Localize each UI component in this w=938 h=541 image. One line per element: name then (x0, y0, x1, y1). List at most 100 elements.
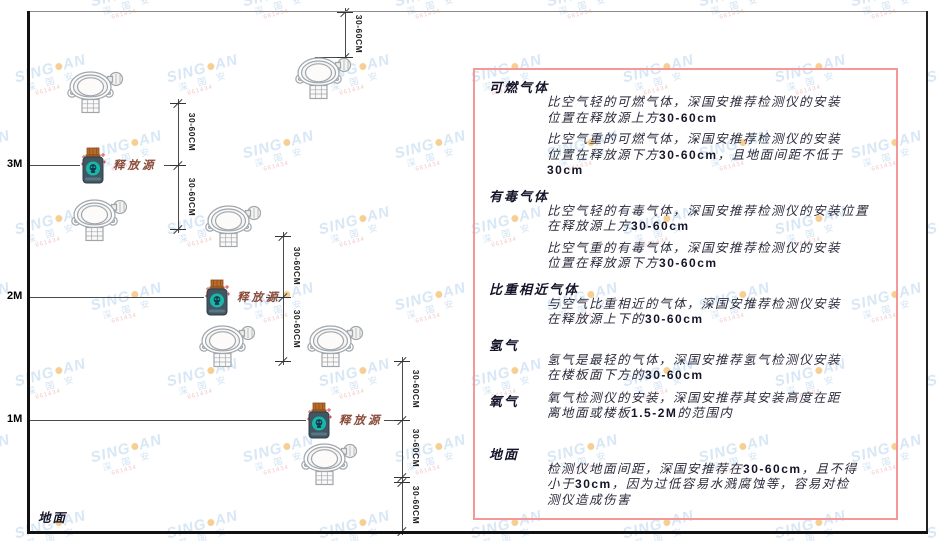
text-segment: ，且地面间距不低于 (717, 147, 844, 162)
panel-section: 有毒气体 比空气轻的有毒气体，深国安推荐检测仪的安装位置 在释放源上方30-60cm… (489, 186, 886, 272)
section-heading: 比重相近气体 (489, 281, 580, 297)
gas-detector-icon (301, 443, 358, 486)
text-segment: 比空气重的可燃气体，深国安推荐检测仪的安装 (547, 132, 842, 146)
text-line: 离地面或楼板1.5-2M的范围内 (547, 406, 886, 422)
text-segment: ，因为过低容易水溅腐蚀等，容易对检 (611, 477, 850, 491)
text-segment: 比空气轻的有毒气体，深国安推荐检测仪的安装位置 (547, 203, 870, 218)
measurement-value: 30-60cm (659, 147, 718, 162)
section-body: 检测仪地面间距，深国安推荐在30-60cm，且不得 小于30cm，因为过低容易水溅… (547, 444, 886, 509)
skull-icon (315, 419, 323, 426)
text-segment: 比空气轻的可燃气体，深国安推荐检测仪的安装 (547, 95, 842, 109)
text-line: 位置在释放源下方30-60cm (547, 256, 886, 272)
section-body: 氢气是最轻的气体，深国安推荐氢气检测仪安装 在楼板面下方的30-60cm (547, 335, 886, 384)
text-segment: 位置在释放源上方 (547, 110, 660, 125)
dimension-label: 30-60CM (187, 112, 197, 152)
panel-section: 地面检测仪地面间距，深国安推荐在30-60cm，且不得 小于30cm，因为过低容易… (489, 444, 886, 509)
panel-section: 比重相近气体 与空气比重相近的气体，深国安推荐检测仪安装 在释放源上下的30-60c… (489, 279, 886, 328)
dimension-label: 30-60CM (411, 485, 421, 525)
paragraph: 比空气重的可燃气体，深国安推荐检测仪的安装 位置在释放源下方30-60cm，且地面… (547, 132, 886, 179)
text-segment: 在楼板面下方的 (547, 368, 646, 382)
text-segment: 氢气是最轻的气体，深国安推荐氢气检测仪安装 (547, 352, 842, 367)
paragraph: 与空气比重相近的气体，深国安推荐检测仪安装 在释放源上下的30-60cm (547, 297, 886, 328)
text-line: 位置在释放源上方30-60cm (547, 111, 886, 127)
paragraph: 氧气检测仪的安装，深国安推荐其安装高度在距 离地面或楼板1.5-2M的范围内 (547, 391, 886, 422)
dimension-label: 30-60CM (292, 246, 302, 286)
level-line (30, 165, 80, 166)
text-line: 在释放源上方30-60cm (547, 219, 886, 235)
leader-line (315, 57, 345, 58)
text-line: 比空气轻的有毒气体，深国安推荐检测仪的安装位置 (547, 204, 886, 220)
gas-detector-icon (307, 325, 364, 368)
text-line: 氢气是最轻的气体，深国安推荐氢气检测仪安装 (547, 353, 886, 369)
gas-detector-icon (199, 325, 256, 368)
text-segment: 测仪造成伤害 (547, 492, 632, 507)
section-body: 与空气比重相近的气体，深国安推荐检测仪安装 在释放源上下的30-60cm (547, 279, 886, 328)
frame-bottom-ground (27, 531, 928, 534)
gas-detector-icon (205, 205, 262, 248)
paragraph: 比空气重的有毒气体，深国安推荐检测仪的安装 位置在释放源下方30-60cm (547, 241, 886, 272)
section-heading: 有毒气体 (489, 188, 550, 204)
text-line: 在释放源上下的30-60cm (547, 312, 886, 328)
paragraph: 氢气是最轻的气体，深国安推荐氢气检测仪安装 在楼板面下方的30-60cm (547, 353, 886, 384)
paragraph: 检测仪地面间距，深国安推荐在30-60cm，且不得 小于30cm，因为过低容易水溅… (547, 462, 886, 509)
measurement-value: 30-60cm (659, 256, 718, 270)
text-segment: 离地面或楼板 (547, 406, 632, 420)
gas-detector-icon (67, 71, 124, 114)
section-heading: 可燃气体 (489, 80, 550, 95)
gas-detector-icon (71, 199, 128, 242)
measurement-value: 1.5-2M (631, 406, 678, 420)
text-line: 小于30cm，因为过低容易水溅腐蚀等，容易对检 (547, 477, 886, 493)
panel-section: 氢气氢气是最轻的气体，深国安推荐氢气检测仪安装 在楼板面下方的30-60cm (489, 335, 886, 384)
release-source-label: 释放源 (113, 160, 157, 172)
axis-label-1m: 1M (7, 413, 23, 425)
release-source-icon (81, 147, 106, 184)
text-segment: 在释放源上下的 (547, 312, 646, 326)
section-heading: 氧气 (489, 393, 520, 409)
dimension-label: 30-60CM (411, 428, 421, 468)
text-line: 测仪造成伤害 (547, 493, 886, 509)
dimension-label: 30-60CM (411, 369, 421, 409)
axis-label-3m: 3M (7, 158, 23, 170)
measurement-value: 30-60cm (743, 461, 802, 476)
frame-left-wall (27, 11, 30, 534)
measurement-value: 30-60cm (645, 368, 704, 382)
gas-detector-icon (295, 57, 352, 100)
release-source-icon (205, 279, 230, 316)
section-heading: 氢气 (489, 337, 520, 353)
text-segment: ，且不得 (801, 461, 858, 476)
installation-notes-panel: 可燃气体 比空气轻的可燃气体，深国安推荐检测仪的安装 位置在释放源上方30-60cm… (473, 68, 898, 520)
section-heading: 地面 (489, 446, 520, 462)
measurement-value: 30cm (547, 163, 584, 177)
dimension-line (345, 8, 346, 61)
frame-right (926, 11, 928, 534)
text-line: 检测仪地面间距，深国安推荐在30-60cm，且不得 (547, 462, 886, 478)
text-line: 比空气重的可燃气体，深国安推荐检测仪的安装 (547, 132, 886, 148)
release-source-label: 释放源 (339, 415, 383, 427)
dimension-label: 30-60CM (354, 14, 364, 54)
measurement-value: 30-60cm (631, 219, 690, 233)
panel-section: 氧气 氧气检测仪的安装，深国安推荐其安装高度在距 离地面或楼板1.5-2M的范围内 (489, 391, 886, 422)
text-line: 氧气检测仪的安装，深国安推荐其安装高度在距 (547, 391, 886, 407)
text-segment: 检测仪地面间距，深国安推荐在 (547, 461, 744, 476)
text-line: 30cm (547, 163, 886, 179)
text-line: 在楼板面下方的30-60cm (547, 368, 886, 384)
text-line: 与空气比重相近的气体，深国安推荐检测仪安装 (547, 297, 886, 313)
skull-icon (213, 296, 221, 303)
release-source-label: 释放源 (237, 292, 281, 304)
measurement-value: 30cm (575, 477, 612, 491)
text-segment: 氧气检测仪的安装，深国安推荐其安装高度在距 (547, 390, 842, 405)
section-body: 比空气轻的可燃气体，深国安推荐检测仪的安装 位置在释放源上方30-60cm 比空气重… (547, 77, 886, 179)
paragraph: 比空气轻的有毒气体，深国安推荐检测仪的安装位置 在释放源上方30-60cm (547, 204, 886, 235)
section-body: 比空气轻的有毒气体，深国安推荐检测仪的安装位置 在释放源上方30-60cm 比空气重… (547, 186, 886, 272)
dimension-line (402, 357, 403, 535)
text-segment: 位置在释放源下方 (547, 147, 660, 162)
panel-section: 可燃气体 比空气轻的可燃气体，深国安推荐检测仪的安装 位置在释放源上方30-60cm… (489, 77, 886, 179)
dimension-label: 30-60CM (292, 309, 302, 349)
text-segment: 与空气比重相近的气体，深国安推荐检测仪安装 (547, 296, 842, 311)
text-line: 位置在释放源下方30-60cm，且地面间距不低于 (547, 148, 886, 164)
section-body: 氧气检测仪的安装，深国安推荐其安装高度在距 离地面或楼板1.5-2M的范围内 (547, 391, 886, 422)
axis-label-2m: 2M (7, 290, 23, 302)
text-segment: 的范围内 (677, 406, 734, 420)
